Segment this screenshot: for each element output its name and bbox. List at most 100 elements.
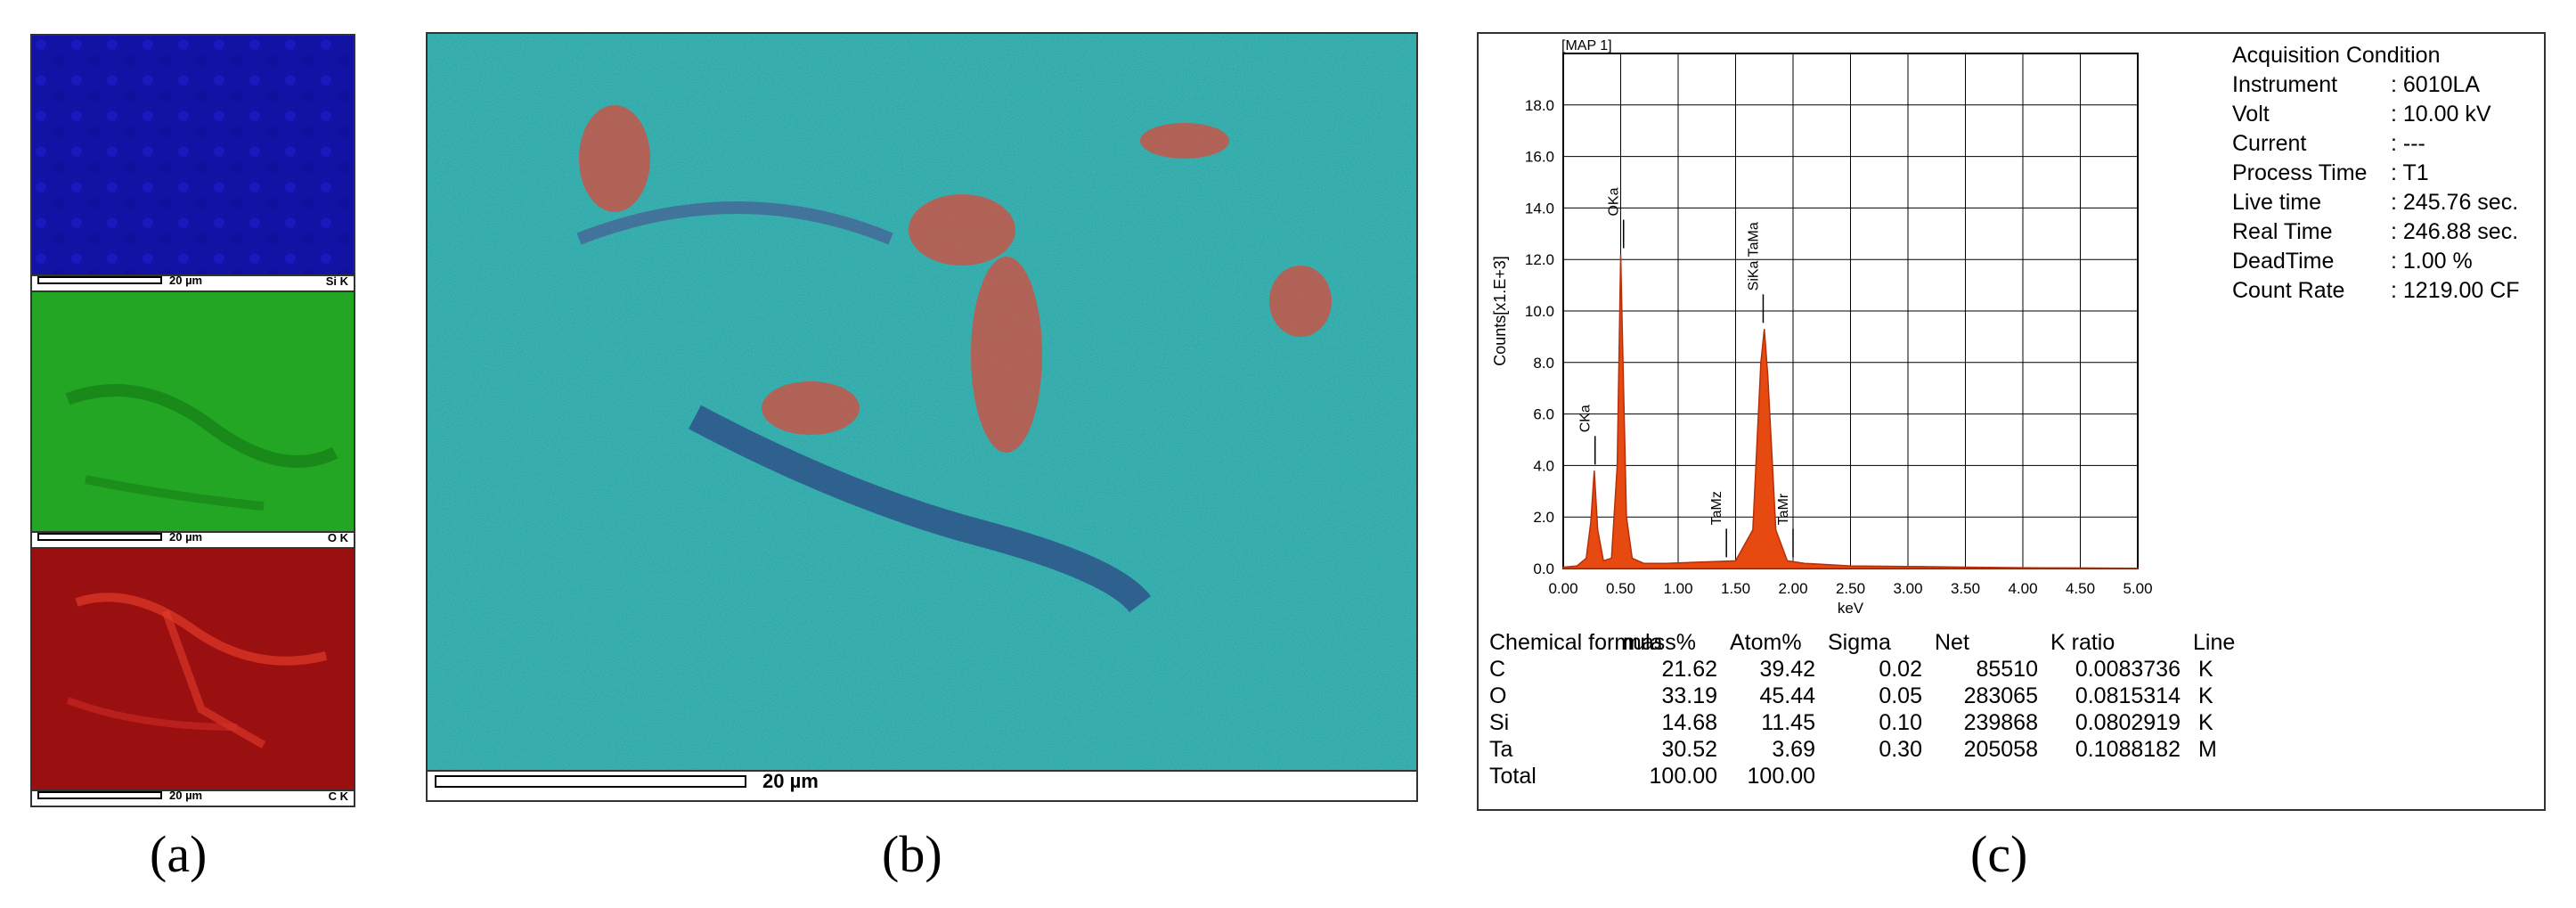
acquisition-value: : 10.00 kV — [2391, 102, 2491, 127]
x-tick-label: 4.50 — [2066, 580, 2095, 597]
acquisition-row: DeadTime : 1.00 % — [2232, 247, 2520, 276]
acquisition-row: Current : --- — [2232, 129, 2520, 159]
chart-title: [MAP 1] — [1561, 38, 1612, 53]
y-axis-label: Counts[x1.E+3] — [1491, 256, 1509, 366]
acquisition-key: Real Time — [2232, 219, 2333, 244]
acquisition-key: Instrument — [2232, 72, 2338, 97]
composition-cell: K — [2198, 657, 2213, 682]
x-axis-label: keV — [1838, 600, 1864, 617]
acquisition-key: Volt — [2232, 102, 2270, 127]
composition-cell: 100.00 — [1747, 764, 1815, 789]
composition-header-row: Chemical formula mass% Atom% Sigma Net K… — [1489, 629, 2264, 656]
overlay-map-scalebar: 20 µm — [435, 770, 819, 793]
composition-cell — [1828, 763, 1935, 789]
composition-header: Chemical formula — [1489, 630, 1663, 655]
map-o-scale-label: 20 µm — [169, 530, 203, 544]
x-tick-label: 3.00 — [1893, 580, 1922, 597]
panel-label-a: (a) — [150, 825, 208, 883]
peak-label: TaMr — [1776, 493, 1791, 525]
acquisition-conditions: Acquisition Condition Instrument : 6010LA… — [2232, 41, 2520, 306]
map-si-panel: 20 µm Si K — [30, 34, 355, 292]
composition-cell: K — [2198, 710, 2213, 735]
map-c-scale-label: 20 µm — [169, 789, 203, 802]
composition-cell: 39.42 — [1759, 657, 1815, 682]
acquisition-row: Volt : 10.00 kV — [2232, 100, 2520, 129]
composition-cell — [2050, 763, 2193, 789]
map-si-scalebar: 20 µm — [37, 274, 202, 287]
map-o-element-label: O K — [327, 531, 348, 544]
acquisition-row: Count Rate : 1219.00 CF — [2232, 276, 2520, 306]
composition-cell: 85510 — [1976, 657, 2038, 682]
map-c-panel: 20 µm C K — [30, 547, 355, 807]
map-o-panel: 20 µm O K — [30, 290, 355, 549]
composition-header: Atom% — [1730, 630, 1802, 655]
composition-cell: 0.30 — [1879, 737, 1922, 762]
y-tick-label: 2.0 — [1533, 509, 1554, 526]
acquisition-title: Acquisition Condition — [2232, 43, 2441, 68]
composition-header: Net — [1935, 630, 1969, 655]
acquisition-value: : --- — [2391, 131, 2425, 156]
composition-cell: 283065 — [1963, 683, 2038, 708]
composition-cell: 21.62 — [1661, 657, 1717, 682]
x-tick-label: 1.00 — [1663, 580, 1692, 597]
acquisition-value: : 1.00 % — [2391, 249, 2473, 274]
acquisition-value: : 245.76 sec. — [2391, 190, 2519, 215]
composition-cell: Ta — [1489, 737, 1513, 762]
acquisition-value: : T1 — [2391, 160, 2429, 185]
composition-cell: 33.19 — [1661, 683, 1717, 708]
y-tick-label: 0.0 — [1533, 560, 1554, 577]
x-tick-label: 0.50 — [1606, 580, 1635, 597]
acquisition-value: : 246.88 sec. — [2391, 219, 2519, 244]
x-tick-label: 1.50 — [1721, 580, 1750, 597]
composition-cell: 3.69 — [1772, 737, 1815, 762]
composition-cell: 0.0802919 — [2075, 710, 2181, 735]
x-tick-label: 4.00 — [2008, 580, 2037, 597]
composition-header: Line — [2193, 630, 2236, 655]
composition-header: mass% — [1623, 630, 1696, 655]
composition-cell — [1935, 763, 2050, 789]
y-tick-label: 4.0 — [1533, 457, 1554, 474]
peak-label: CKa — [1578, 405, 1594, 432]
acquisition-key: Count Rate — [2232, 278, 2345, 303]
composition-cell: 239868 — [1963, 710, 2038, 735]
acquisition-value: : 1219.00 CF — [2391, 278, 2520, 303]
acquisition-value: : 6010LA — [2391, 72, 2481, 97]
y-tick-label: 16.0 — [1525, 149, 1554, 166]
acquisition-key: Process Time — [2232, 160, 2368, 185]
composition-cell: 11.45 — [1761, 710, 1815, 735]
composition-cell: 14.68 — [1661, 710, 1717, 735]
composition-cell: 45.44 — [1759, 683, 1815, 708]
acquisition-key: Live time — [2232, 190, 2322, 215]
y-tick-label: 10.0 — [1525, 303, 1554, 320]
composition-row: Total 100.00 100.00 — [1489, 763, 2264, 789]
peak-label: OKa — [1607, 187, 1622, 216]
composition-cell: Si — [1489, 710, 1510, 735]
composition-header: K ratio — [2050, 630, 2115, 655]
map-c-image — [32, 549, 354, 806]
composition-row: C 21.62 39.42 0.02 85510 0.0083736 K — [1489, 656, 2264, 683]
x-tick-label: 3.50 — [1951, 580, 1980, 597]
edx-spectrum-chart: 0.00 0.50 1.00 1.50 2.00 2.50 3.00 3.50 4.00 4.50… — [1491, 38, 2153, 617]
composition-cell: K — [2198, 683, 2213, 708]
composition-cell: 205058 — [1963, 737, 2038, 762]
composition-cell: 0.02 — [1879, 657, 1922, 682]
composition-cell: 0.0815314 — [2075, 683, 2181, 708]
composition-cell: O — [1489, 683, 1507, 708]
acquisition-row: Live time : 245.76 sec. — [2232, 188, 2520, 217]
composition-row: Ta 30.52 3.69 0.30 205058 0.1088182 M — [1489, 736, 2264, 763]
map-o-image — [32, 292, 354, 547]
acquisition-row: Process Time : T1 — [2232, 159, 2520, 188]
acquisition-key: DeadTime — [2232, 249, 2335, 274]
map-si-element-label: Si K — [325, 274, 348, 288]
map-o-scalebar: 20 µm — [37, 530, 202, 544]
composition-cell — [2193, 763, 2264, 789]
composition-cell: 0.10 — [1879, 710, 1922, 735]
acquisition-key: Current — [2232, 131, 2307, 156]
composition-header: Sigma — [1828, 630, 1891, 655]
map-si-image — [32, 36, 354, 290]
composition-cell: 100.00 — [1649, 764, 1717, 789]
overlay-map-image — [428, 34, 1416, 800]
map-c-scalebar: 20 µm — [37, 789, 202, 802]
map-c-element-label: C K — [328, 789, 348, 803]
composition-cell: C — [1489, 657, 1506, 682]
